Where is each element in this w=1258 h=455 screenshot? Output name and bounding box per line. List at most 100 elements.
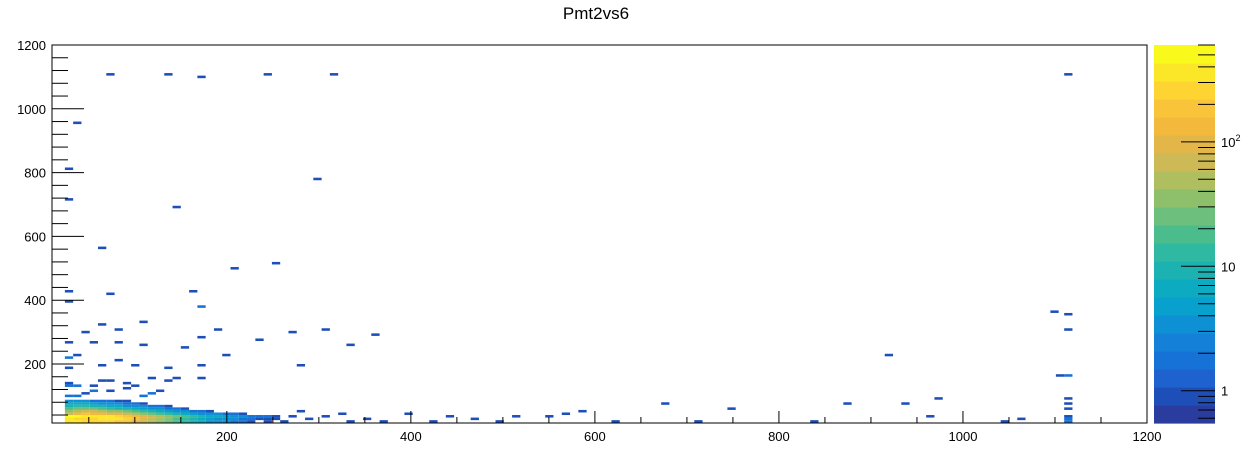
palette-segment (1154, 243, 1215, 262)
heatmap-cell (1064, 374, 1073, 377)
heatmap-cell (1064, 312, 1073, 316)
heatmap-cell (147, 376, 156, 380)
heatmap-cell (205, 409, 214, 413)
heatmap-cell (81, 407, 90, 410)
heatmap-cell (213, 328, 223, 331)
heatmap-cell (155, 417, 165, 421)
heatmap-cell (222, 353, 231, 357)
heatmap-cell (64, 417, 74, 421)
heatmap-cell (98, 402, 107, 405)
heatmap-cell (131, 407, 140, 410)
heatmap-cell (338, 412, 347, 416)
heatmap-cell (106, 420, 115, 423)
heatmap-cell (189, 420, 198, 423)
heatmap-cell (155, 415, 165, 418)
heatmap-cell (89, 412, 99, 416)
heatmap-cell (1064, 328, 1073, 331)
heatmap-cell (255, 417, 264, 421)
heatmap-cell (155, 407, 165, 410)
heatmap-cell (114, 341, 123, 344)
heatmap-cell (155, 404, 165, 408)
heatmap-cell (106, 409, 115, 413)
heatmap-cell (98, 417, 107, 421)
heatmap-cell (371, 333, 380, 336)
heatmap-cell (64, 407, 74, 410)
heatmap-cell (230, 412, 239, 416)
palette-segment (1154, 225, 1215, 244)
heatmap-cell (189, 289, 198, 293)
heatmap-cell (255, 415, 264, 418)
y-tick-label: 1000 (17, 102, 46, 117)
heatmap-cell (280, 420, 289, 423)
heatmap-cell (73, 384, 82, 387)
heatmap-cell (139, 412, 148, 416)
heatmap-cell (106, 399, 115, 403)
heatmap-cell (139, 343, 148, 347)
z-tick-label: 10 (1221, 259, 1235, 274)
heatmap-cell (64, 381, 74, 385)
heatmap-cell (73, 121, 82, 125)
palette-segment (1154, 63, 1215, 82)
heatmap-cell (155, 412, 165, 416)
heatmap-cell (114, 420, 123, 423)
heatmap-cell (147, 420, 156, 423)
heatmap-cell (139, 420, 148, 423)
palette-segment (1154, 135, 1215, 154)
heatmap-cell (106, 407, 115, 410)
y-tick-label: 400 (24, 293, 46, 308)
heatmap-cell (89, 399, 99, 403)
palette-segment (1154, 297, 1215, 316)
heatmap-cell (139, 320, 148, 324)
heatmap-cell (64, 402, 74, 405)
heatmap-cell (578, 409, 587, 413)
heatmap-cell (172, 376, 181, 380)
palette-segment (1154, 279, 1215, 298)
heatmap-cell (98, 246, 107, 250)
y-axis: 200 400 600 800 1000 1200 (17, 38, 84, 416)
heatmap-cell (247, 420, 256, 423)
chart-title: Pmt2vs6 (563, 4, 629, 23)
heatmap-cell (81, 412, 90, 416)
heatmap-cell (64, 409, 74, 413)
heatmap-cell (263, 420, 272, 423)
heatmap-cell (189, 417, 198, 421)
heatmap-cell (1064, 407, 1073, 410)
palette-segment (1154, 387, 1215, 406)
heatmap-cell (73, 394, 82, 398)
heatmap-cell (288, 415, 297, 418)
heatmap-cell (114, 399, 123, 403)
heatmap-cell (197, 412, 206, 416)
heatmap-cell (131, 412, 140, 416)
heatmap-cell (64, 404, 74, 408)
heatmap-cell (1064, 402, 1073, 405)
heatmap-cell (611, 420, 620, 423)
heatmap-cell (64, 356, 74, 359)
heatmap-cell (172, 409, 181, 413)
heatmap-cell (230, 420, 239, 423)
heatmap-cell (122, 409, 132, 413)
heatmap-cell (271, 415, 281, 418)
heatmap-cell (122, 417, 132, 421)
heatmap-cell (147, 415, 156, 418)
heatmap-cell (106, 417, 115, 421)
heatmap-cell (321, 328, 330, 331)
heatmap-cell (238, 417, 248, 421)
heatmap-cell (139, 415, 148, 418)
heatmap-cell (1064, 417, 1073, 421)
heatmap-cell (843, 402, 852, 405)
heatmap-cell (329, 73, 339, 76)
heatmap-cell (180, 417, 190, 421)
heatmap-cell (230, 417, 239, 421)
heatmap-cell (106, 292, 115, 296)
heatmap-cell (114, 409, 123, 413)
palette-segment (1154, 171, 1215, 190)
heatmap-cell (139, 409, 148, 413)
palette-segment (1154, 261, 1215, 280)
z-tick-label: 1 (1221, 384, 1228, 399)
heatmap-cell (230, 415, 239, 418)
heatmap-cell (89, 415, 99, 418)
heatmap-cell (73, 399, 82, 403)
heatmap-cell (89, 389, 99, 393)
heatmap-cell (172, 205, 181, 209)
